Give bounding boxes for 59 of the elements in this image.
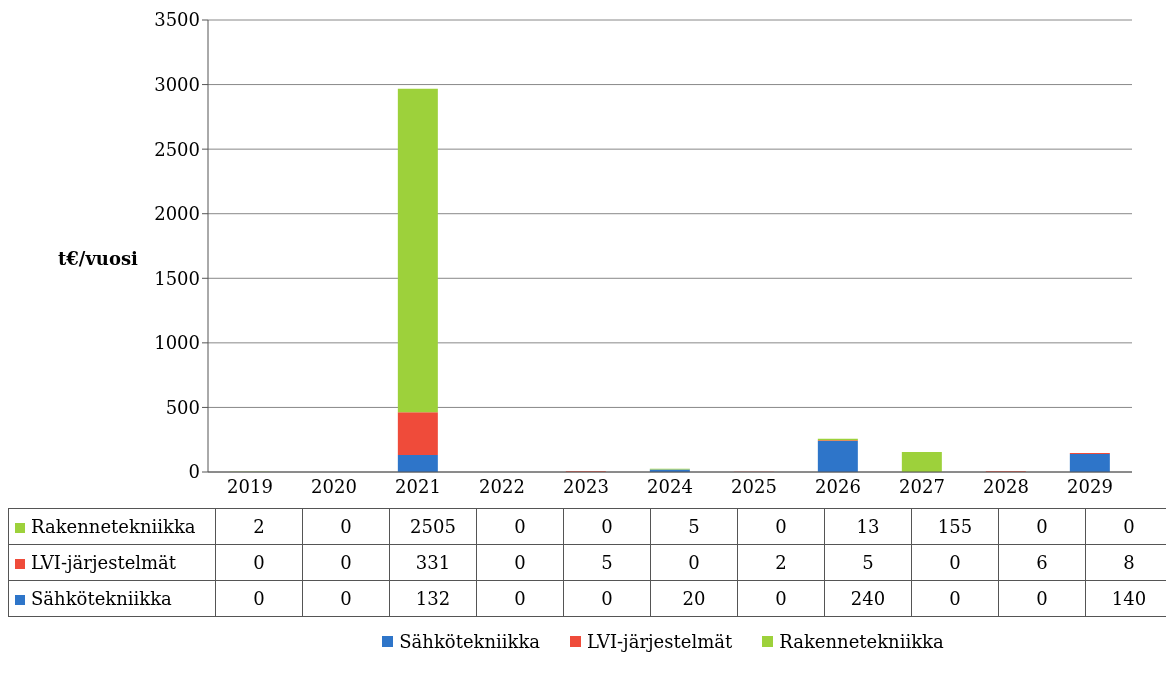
x-tick-label: 2023 bbox=[563, 475, 609, 497]
x-tick-label: 2020 bbox=[311, 475, 357, 497]
legend-label: Sähkötekniikka bbox=[398, 631, 541, 652]
text: Rakennetekniikka bbox=[779, 631, 944, 652]
data-label: 0 bbox=[563, 580, 651, 617]
data-label: 0 bbox=[911, 544, 999, 581]
data-label: 0 bbox=[215, 544, 303, 581]
legend-label: LVI-järjestelmät bbox=[586, 631, 733, 652]
data-label: 0 bbox=[650, 544, 738, 581]
data-label: 0 bbox=[563, 508, 651, 545]
x-tick-label: 2026 bbox=[815, 475, 861, 497]
y-tick-label: 0 bbox=[188, 461, 200, 483]
data-label: 0 bbox=[737, 580, 825, 617]
data-label: 0 bbox=[1085, 508, 1166, 545]
data-label: 140 bbox=[1085, 580, 1166, 617]
x-tick-label: 2029 bbox=[1067, 475, 1113, 497]
x-tick-label: 2022 bbox=[479, 475, 525, 497]
y-tick-label: 1500 bbox=[154, 267, 200, 289]
x-tick-label: 2021 bbox=[395, 475, 441, 497]
x-tick-label: 2019 bbox=[227, 475, 273, 497]
data-label: 0 bbox=[215, 580, 303, 617]
data-label: 2 bbox=[737, 544, 825, 581]
y-tick-label: 2000 bbox=[154, 203, 200, 225]
y-tick-label: 2500 bbox=[154, 138, 200, 160]
y-axis-title: t€/vuosi bbox=[58, 248, 138, 269]
data-label: 132 bbox=[389, 580, 477, 617]
data-label: 0 bbox=[476, 544, 564, 581]
data-label: 155 bbox=[911, 508, 999, 545]
data-label: 0 bbox=[476, 508, 564, 545]
x-tick-label: 2027 bbox=[899, 475, 945, 497]
data-label: 0 bbox=[737, 508, 825, 545]
x-tick-label: 2025 bbox=[731, 475, 777, 497]
x-tick-label: 2028 bbox=[983, 475, 1029, 497]
data-label: 20 bbox=[650, 580, 738, 617]
data-label: 6 bbox=[998, 544, 1086, 581]
data-label: 13 bbox=[824, 508, 912, 545]
data-label: 0 bbox=[302, 580, 390, 617]
y-tick-label: 1000 bbox=[154, 332, 200, 354]
data-label: 0 bbox=[476, 580, 564, 617]
data-label: 8 bbox=[1085, 544, 1166, 581]
text: LVI-järjestelmät bbox=[31, 552, 177, 573]
y-tick-label: 3000 bbox=[154, 73, 200, 95]
data-label: 0 bbox=[998, 508, 1086, 545]
data-label: 240 bbox=[824, 580, 912, 617]
x-tick-label: 2024 bbox=[647, 475, 693, 497]
y-tick-label: 500 bbox=[165, 396, 200, 418]
data-label: 0 bbox=[302, 544, 390, 581]
data-label: 0 bbox=[911, 580, 999, 617]
data-label: 0 bbox=[302, 508, 390, 545]
data-label: 2 bbox=[215, 508, 303, 545]
y-tick-label: 3500 bbox=[154, 9, 200, 31]
legend-label: Rakennetekniikka bbox=[8, 508, 216, 545]
data-label: 5 bbox=[563, 544, 651, 581]
data-label: 2505 bbox=[389, 508, 477, 545]
data-label: 5 bbox=[824, 544, 912, 581]
data-label: 331 bbox=[389, 544, 477, 581]
data-label: 5 bbox=[650, 508, 738, 545]
text: Sähkötekniikka bbox=[31, 588, 172, 609]
data-label: 0 bbox=[998, 580, 1086, 617]
